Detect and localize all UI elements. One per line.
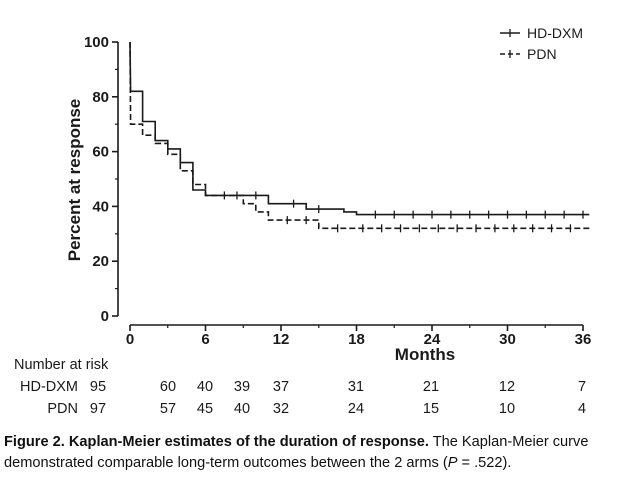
y-tick-label: 60 bbox=[92, 144, 109, 161]
risk-value-hd-dxm: 39 bbox=[234, 379, 250, 395]
risk-table: HD-DXM 95 60 40 39 37 31 21 12 7 PDN 97 57 45 40 32 24 15… bbox=[20, 379, 586, 417]
risk-row-label-hd-dxm: HD-DXM bbox=[20, 379, 78, 395]
legend-label-pdn: PDN bbox=[527, 46, 557, 62]
kaplan-meier-chart: 0 20 40 60 80 100 0 6 12 18 24 30 36 Percent at resp… bbox=[14, 25, 591, 417]
risk-value-hd-dxm: 60 bbox=[160, 379, 176, 395]
caption-text: The Kaplan-Meier curve demonstrated comp… bbox=[4, 434, 589, 471]
x-tick-label: 6 bbox=[201, 331, 209, 348]
risk-value-pdn: 40 bbox=[234, 401, 250, 417]
risk-value-hd-dxm: 37 bbox=[273, 379, 289, 395]
caption-text-end: = .522). bbox=[457, 455, 512, 471]
risk-value-pdn: 10 bbox=[499, 401, 515, 417]
risk-value-hd-dxm: 95 bbox=[90, 379, 106, 395]
y-axis-label: Percent at response bbox=[65, 99, 84, 262]
risk-value-hd-dxm: 7 bbox=[578, 379, 586, 395]
risk-value-pdn: 45 bbox=[197, 401, 213, 417]
figure-caption: Figure 2. Kaplan-Meier estimates of the … bbox=[4, 432, 624, 474]
risk-value-pdn: 4 bbox=[578, 401, 586, 417]
chart-legend: HD-DXM PDN bbox=[500, 25, 583, 62]
risk-value-hd-dxm: 40 bbox=[197, 379, 213, 395]
x-tick-label: 24 bbox=[424, 331, 441, 348]
risk-value-hd-dxm: 31 bbox=[348, 379, 364, 395]
risk-value-hd-dxm: 21 bbox=[423, 379, 439, 395]
risk-value-pdn: 32 bbox=[273, 401, 289, 417]
chart-series bbox=[129, 41, 590, 233]
risk-value-pdn: 57 bbox=[160, 401, 176, 417]
risk-value-pdn: 24 bbox=[348, 401, 364, 417]
caption-title: Figure 2. Kaplan-Meier estimates of the … bbox=[4, 434, 429, 450]
series-line-pdn bbox=[129, 41, 590, 230]
y-tick-label: 20 bbox=[92, 253, 109, 270]
risk-row-label-pdn: PDN bbox=[47, 401, 78, 417]
x-tick-label: 30 bbox=[499, 331, 516, 348]
x-tick-label: 18 bbox=[348, 331, 365, 348]
y-tick-label: 100 bbox=[84, 34, 109, 51]
y-tick-label: 40 bbox=[92, 198, 109, 215]
chart-axes bbox=[117, 42, 583, 326]
y-tick-label: 0 bbox=[101, 308, 109, 325]
risk-value-hd-dxm: 12 bbox=[499, 379, 515, 395]
risk-table-title: Number at risk bbox=[14, 357, 109, 373]
x-tick-label: 36 bbox=[575, 331, 592, 348]
legend-label-hd-dxm: HD-DXM bbox=[527, 25, 583, 41]
x-tick-label: 0 bbox=[126, 331, 134, 348]
y-tick-label: 80 bbox=[92, 89, 109, 106]
x-tick-label: 12 bbox=[273, 331, 290, 348]
series-line-hd-dxm bbox=[129, 41, 590, 216]
risk-value-pdn: 97 bbox=[90, 401, 106, 417]
risk-value-pdn: 15 bbox=[423, 401, 439, 417]
chart-ticks: 0 20 40 60 80 100 0 6 12 18 24 30 36 bbox=[84, 34, 591, 348]
caption-p-symbol: P bbox=[447, 455, 458, 471]
x-axis-label: Months bbox=[395, 345, 455, 364]
